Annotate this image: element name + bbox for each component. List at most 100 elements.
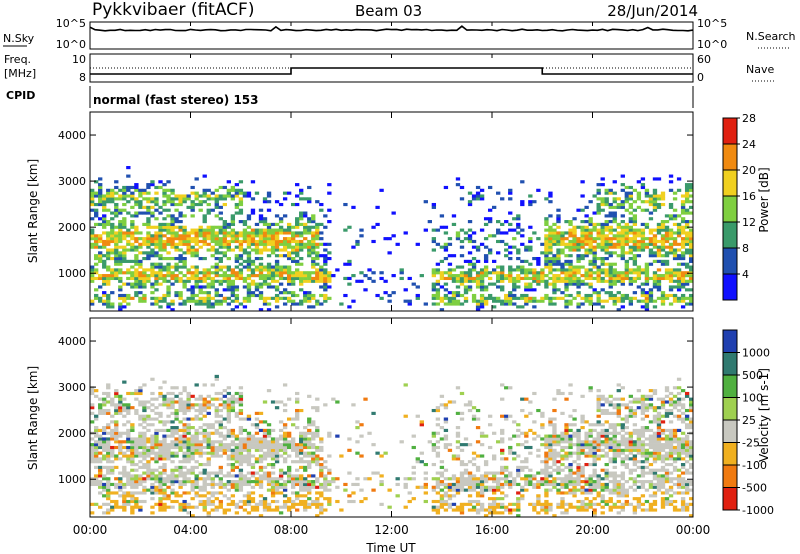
heatmap-cell [230, 291, 236, 295]
heatmap-cell [616, 254, 621, 258]
heatmap-cell [214, 288, 219, 292]
heatmap-cell [162, 423, 167, 427]
heatmap-cell [299, 485, 304, 489]
heatmap-cell [600, 443, 605, 447]
heatmap-cell [620, 234, 625, 238]
heatmap-cell [528, 288, 533, 292]
heatmap-cell [130, 445, 135, 450]
heatmap-cell [415, 485, 420, 489]
heatmap-cell [536, 276, 541, 281]
heatmap-cell [114, 208, 119, 212]
heatmap-cell [102, 431, 107, 435]
heatmap-cell [98, 437, 103, 441]
heatmap-cell [596, 234, 601, 238]
heatmap-cell [323, 293, 328, 298]
heatmap-cell [114, 485, 119, 489]
heatmap-cell [536, 282, 541, 286]
heatmap-cell [186, 417, 191, 421]
heatmap-cell [126, 480, 131, 484]
heatmap-cell [158, 391, 163, 396]
heatmap-cell [588, 234, 593, 238]
heatmap-cell [90, 194, 95, 198]
heatmap-cell [274, 460, 280, 464]
heatmap-cell [138, 271, 143, 275]
heatmap-cell [508, 508, 513, 512]
heatmap-cell [154, 208, 159, 212]
heatmap-cell [435, 431, 441, 435]
heatmap-cell [439, 505, 445, 509]
heatmap-cell [130, 248, 135, 252]
heatmap-cell [270, 440, 276, 444]
heatmap-cell [688, 248, 694, 252]
heatmap-cell [576, 488, 581, 492]
heatmap-cell [548, 225, 553, 229]
heatmap-cell [150, 225, 155, 229]
heatmap-cell [194, 274, 199, 278]
heatmap-cell [262, 239, 268, 244]
heatmap-cell [102, 274, 107, 278]
heatmap-cell [652, 274, 658, 278]
heatmap-cell [524, 285, 529, 289]
heatmap-cell [254, 282, 260, 286]
heatmap-cell [278, 202, 284, 207]
heatmap-cell [242, 480, 248, 484]
heatmap-cell [516, 454, 521, 458]
heatmap-cell [483, 462, 489, 467]
heatmap-cell [552, 259, 557, 263]
heatmap-cell [399, 440, 404, 444]
heatmap-cell [106, 445, 111, 450]
heatmap-cell [218, 242, 223, 246]
heatmap-cell [238, 400, 244, 404]
heatmap-cell [323, 403, 328, 407]
heatmap-cell [94, 477, 99, 481]
heatmap-cell [238, 208, 244, 212]
heatmap-cell [375, 293, 380, 298]
heatmap-cell [335, 434, 340, 438]
heatmap-cell [98, 256, 103, 261]
heatmap-cell [648, 228, 654, 232]
heatmap-cell [592, 288, 597, 292]
heatmap-cell [274, 299, 280, 303]
heatmap-cell [632, 228, 638, 232]
heatmap-cell [222, 288, 227, 292]
heatmap-cell [556, 491, 561, 495]
heatmap-cell [596, 431, 601, 435]
heatmap-cell [459, 302, 465, 306]
heatmap-cell [564, 299, 569, 303]
heatmap-cell [142, 205, 147, 209]
heatmap-cell [632, 276, 638, 281]
heatmap-cell [194, 480, 199, 484]
heatmap-cell [210, 499, 215, 504]
heatmap-cell [254, 508, 260, 512]
heatmap-cell [266, 191, 272, 195]
heatmap-cell [648, 200, 654, 204]
heatmap-cell [528, 468, 533, 472]
heatmap-cell [118, 285, 123, 289]
heatmap-cell [299, 480, 304, 484]
heatmap-cell [608, 265, 613, 269]
heatmap-cell [600, 276, 605, 281]
heatmap-cell [114, 259, 119, 263]
heatmap-cell [194, 383, 199, 387]
heatmap-cell [656, 202, 662, 207]
heatmap-cell [451, 296, 457, 300]
heatmap-cell [262, 499, 268, 504]
heatmap-cell [540, 505, 545, 509]
heatmap-cell [186, 194, 191, 198]
heatmap-cell [487, 497, 493, 501]
heatmap-cell [475, 259, 481, 263]
heatmap-cell [588, 389, 593, 393]
heatmap-cell [323, 465, 328, 469]
heatmap-cell [299, 460, 304, 464]
heatmap-cell [106, 256, 111, 261]
heatmap-cell [202, 462, 207, 467]
heatmap-cell [568, 220, 573, 224]
heatmap-cell [492, 505, 497, 509]
heatmap-cell [323, 288, 328, 292]
heatmap-cell [102, 202, 107, 207]
heatmap-cell [102, 485, 107, 489]
heatmap-cell [423, 471, 428, 475]
heatmap-cell [664, 245, 670, 249]
heatmap-cell [596, 265, 601, 269]
heatmap-cell [656, 194, 662, 198]
